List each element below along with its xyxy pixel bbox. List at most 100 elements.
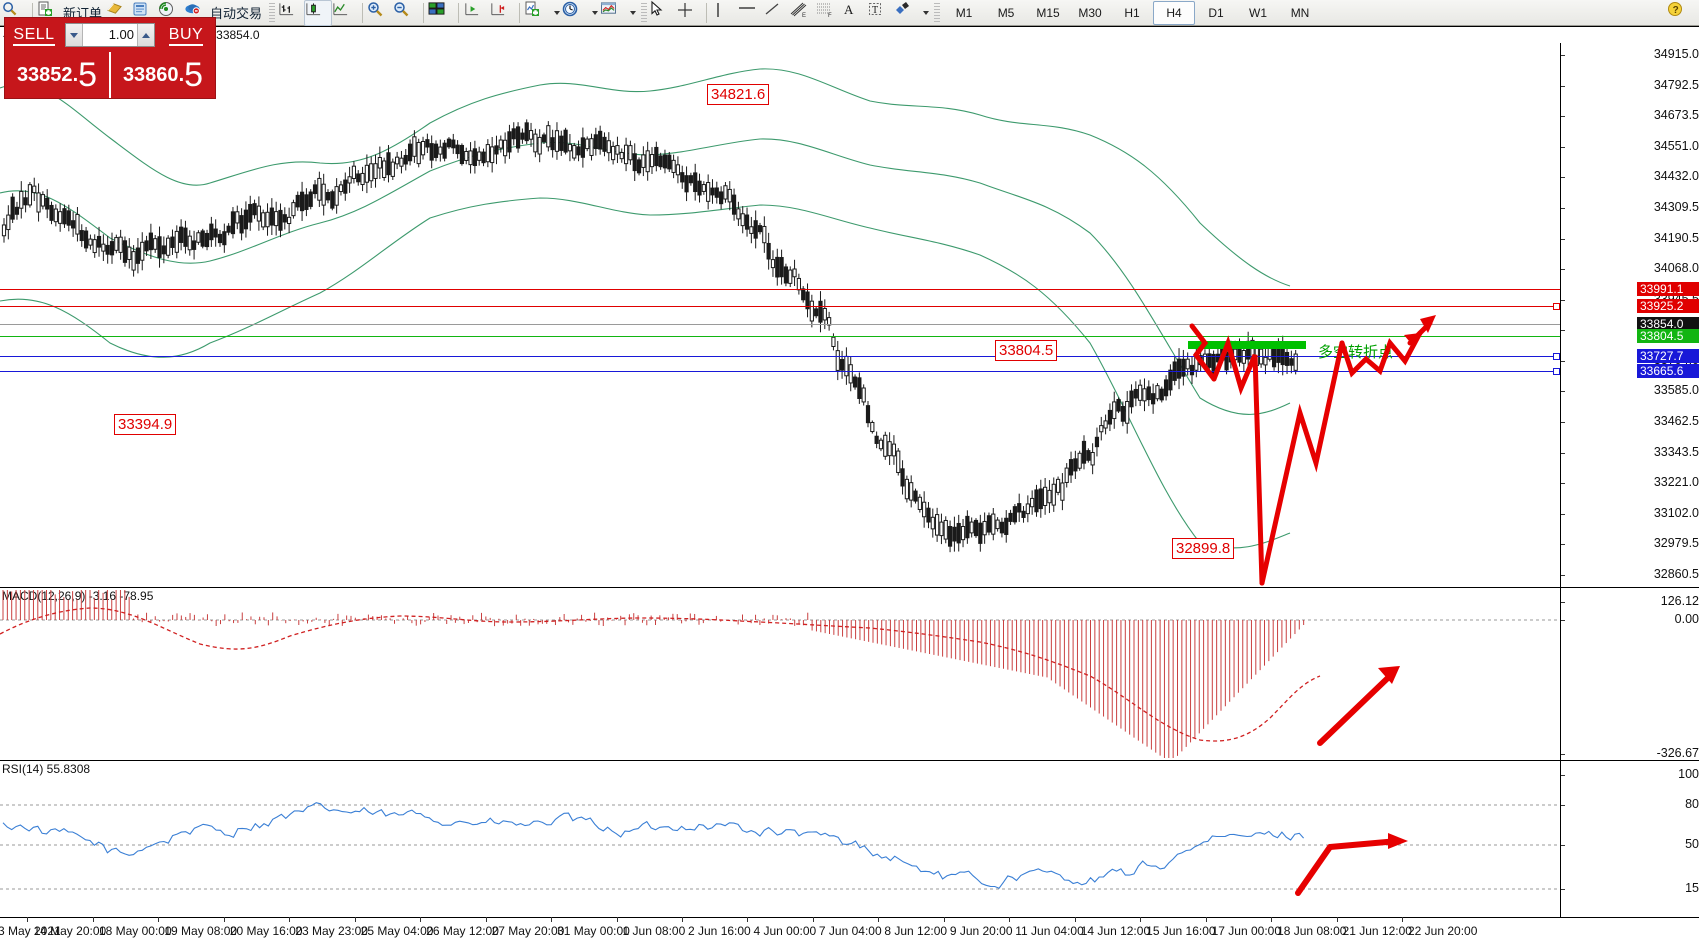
timeframe-mn[interactable]: MN <box>1290 5 1310 20</box>
price-level-tag: 33925.2 <box>1637 298 1699 313</box>
support-zone-marker <box>1188 341 1306 349</box>
data-window-icon[interactable] <box>132 1 158 25</box>
rsi-scale[interactable]: 100 80 50 15 <box>1560 761 1699 918</box>
price-level-handle[interactable] <box>1553 368 1560 376</box>
line-chart-icon[interactable] <box>332 1 358 25</box>
buy-price[interactable]: 33860 . 5 <box>122 56 204 94</box>
trendline-icon[interactable] <box>763 1 789 25</box>
autotrade-label[interactable]: 自动交易 <box>210 6 263 21</box>
templates-dropdown-icon[interactable] <box>626 1 638 25</box>
price-level-line[interactable] <box>0 323 1560 325</box>
price-level-handle[interactable] <box>1553 302 1560 310</box>
timeframe-h1[interactable]: H1 <box>1124 5 1140 20</box>
price-chart-graphics <box>0 68 1298 553</box>
indicators-icon[interactable] <box>524 1 550 25</box>
price-pane[interactable]: 34821.6 33804.5 33394.9 32899.8 多空转折点 34915.… <box>0 43 1699 587</box>
price-tick: 34673.5 <box>1653 108 1699 123</box>
price-tick: 34792.5 <box>1653 77 1699 92</box>
equidistant-channel-icon[interactable]: E <box>789 1 815 25</box>
time-label: 21 Jun 12:00 <box>1342 924 1412 938</box>
timeframe-w1[interactable]: W1 <box>1249 5 1268 20</box>
auto-scroll-icon[interactable] <box>489 1 515 25</box>
timeframe-d1[interactable]: D1 <box>1208 5 1224 20</box>
trend-arrows-overlay <box>1189 315 1436 586</box>
text-icon[interactable]: A <box>841 1 867 25</box>
sell-button[interactable]: SELL <box>5 26 63 46</box>
toolbar-separator <box>362 2 364 23</box>
one-click-trading-panel[interactable]: SELL 1.00 BUY 33852 . 5 33860 . 5 <box>4 17 216 99</box>
shapes-dropdown-icon[interactable] <box>919 1 931 25</box>
period-icon[interactable] <box>562 1 588 25</box>
timeframe-m5[interactable]: M5 <box>997 5 1015 20</box>
price-level-line[interactable] <box>0 371 1560 373</box>
macd-tick: -326.67 <box>1656 746 1699 760</box>
sell-price-fraction: 5 <box>78 56 98 94</box>
new-order-icon[interactable] <box>37 1 63 25</box>
shapes-icon[interactable] <box>893 1 919 25</box>
swing-label[interactable]: 33804.5 <box>995 340 1058 361</box>
time-label: 18 Jun 08:00 <box>1277 924 1347 938</box>
indicators-dropdown-icon[interactable] <box>550 1 562 25</box>
zoom-out-icon[interactable] <box>393 1 419 25</box>
time-label: 31 May 00:00 <box>557 924 630 938</box>
time-tick-mark <box>1271 917 1273 922</box>
volume-value[interactable]: 1.00 <box>108 27 134 42</box>
fibonacci-icon[interactable]: F <box>815 1 841 25</box>
price-level-line[interactable] <box>0 288 1560 290</box>
bar-chart-icon[interactable] <box>278 1 304 25</box>
vline-icon[interactable] <box>711 1 737 25</box>
volume-stepper[interactable]: 1.00 <box>65 23 155 47</box>
timeframe-m30[interactable]: M30 <box>1078 5 1102 20</box>
macd-scale[interactable]: 126.12 0.00 -326.67 <box>1560 588 1699 760</box>
swing-label[interactable]: 32899.8 <box>1172 538 1235 559</box>
time-axis[interactable]: 3 May 2021 14 May 20:00 18 May 00:00 19 May… <box>0 917 1699 944</box>
price-tick-mark <box>1561 238 1565 240</box>
price-level-line[interactable] <box>0 336 1560 338</box>
templates-icon[interactable] <box>600 1 626 25</box>
macd-pane[interactable]: MACD(12,26,9) -3.16 -78.95 126.12 0.00 -32… <box>0 587 1699 760</box>
time-tick-mark <box>27 917 29 922</box>
toolbar-grip[interactable] <box>934 2 941 23</box>
signals-icon[interactable] <box>158 1 184 25</box>
toolbar-separator <box>423 2 425 23</box>
expert-advisor-icon[interactable] <box>106 1 132 25</box>
shift-end-icon[interactable] <box>463 1 489 25</box>
rsi-tick-mark <box>1561 775 1565 776</box>
search-icon[interactable] <box>2 1 28 25</box>
timeframe-m1[interactable]: M1 <box>955 5 973 20</box>
crosshair-icon[interactable] <box>676 1 702 25</box>
period-dropdown-icon[interactable] <box>588 1 600 25</box>
rsi-pane[interactable]: RSI(14) 55.8308 100 80 50 15 <box>0 760 1699 918</box>
price-level-line[interactable] <box>0 305 1560 307</box>
price-scale[interactable]: 34915.0 34792.5 34673.5 34551.0 34432.0 34309… <box>1560 43 1699 587</box>
time-label: 14 Jun 12:00 <box>1080 924 1151 938</box>
tile-windows-icon[interactable] <box>428 1 454 25</box>
price-tick-mark <box>1561 299 1565 301</box>
sell-price[interactable]: 33852 . 5 <box>5 52 111 98</box>
zoom-in-icon[interactable] <box>367 1 393 25</box>
time-label: 7 Jun 04:00 <box>818 924 882 938</box>
time-tick-mark <box>158 917 160 922</box>
hline-icon[interactable] <box>737 1 763 25</box>
time-tick-mark <box>747 917 749 922</box>
time-label: 8 Jun 12:00 <box>884 924 948 938</box>
toolbar-grip[interactable] <box>269 2 276 23</box>
autotrade-icon[interactable] <box>184 1 210 25</box>
timeframe-h4[interactable]: H4 <box>1153 0 1196 25</box>
chart-canvas[interactable]: DJ30-,H4 33854.0 33854.0 33854.0 33854.0… <box>0 26 1699 944</box>
help-icon[interactable]: ? <box>1667 1 1693 25</box>
time-label: 15 Jun 16:00 <box>1146 924 1216 938</box>
price-level-handle[interactable] <box>1553 352 1560 360</box>
volume-decrease-icon[interactable] <box>66 24 83 46</box>
buy-button[interactable]: BUY <box>157 26 215 46</box>
text-label-icon[interactable]: T <box>867 1 893 25</box>
toolbar-grip[interactable] <box>641 2 648 23</box>
candlestick-icon[interactable] <box>304 0 333 26</box>
cursor-icon[interactable] <box>650 0 676 25</box>
price-level-tag: 33727.7 <box>1637 348 1699 363</box>
timeframe-m15[interactable]: M15 <box>1036 5 1060 20</box>
volume-increase-icon[interactable] <box>137 24 154 46</box>
swing-label[interactable]: 34821.6 <box>707 84 770 105</box>
price-level-line[interactable] <box>0 355 1560 357</box>
swing-label[interactable]: 33394.9 <box>114 414 177 435</box>
